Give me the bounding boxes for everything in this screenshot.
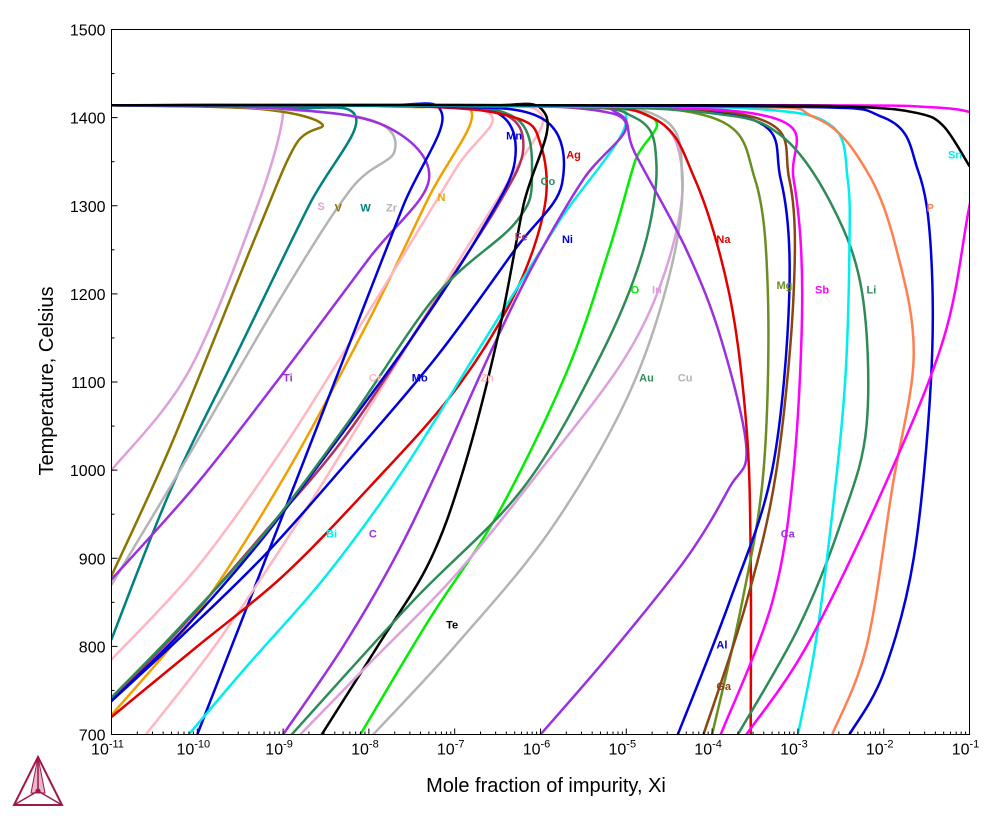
y-axis: 700 800 900 1000 1100 1200 1300 1400 1500: [70, 23, 118, 745]
series-label-cr: Cr: [369, 373, 382, 385]
series-label-p: P: [927, 203, 934, 215]
series-line-ni: [111, 103, 566, 703]
x-tick-label: 10-10: [176, 739, 210, 759]
series-label-fe: Fe: [515, 232, 528, 244]
x-axis: 10-11 10-10 10-9 10-8 10-7 10-6 10-5 10-4 10-3 10…: [91, 728, 980, 759]
series-label-c: C: [369, 529, 377, 541]
thermo-calc-logo: [12, 754, 64, 806]
series-line-sb: [111, 103, 804, 735]
x-tick-label: 10-11: [91, 739, 124, 759]
y-tick-label: 800: [79, 639, 106, 656]
series-label-na: Na: [716, 234, 731, 246]
curve-labels: S V W Zr N Ti Cr Mo Zn Fe Mn Co Ag Ni Bi C Te O In Au Cu Ca Na…: [283, 130, 962, 693]
series-line-zr: [111, 104, 397, 586]
curves-layer: [111, 102, 970, 735]
x-tick-label: 10-2: [866, 739, 894, 759]
series-label-mg: Mg: [776, 280, 792, 292]
series-line-b: [111, 103, 970, 735]
series-line-v: [111, 104, 325, 578]
series-line-fe: [111, 104, 525, 701]
y-tick-label: 1100: [71, 375, 106, 392]
series-line-bi: [111, 103, 628, 735]
series-line-al: [111, 103, 791, 735]
y-axis-title: Temperature, Celsius: [36, 287, 58, 476]
series-line-ga: [111, 103, 797, 735]
series-line-ag: [111, 103, 548, 719]
y-tick-label: 1500: [70, 23, 106, 40]
series-line-ge: [111, 103, 970, 168]
y-tick-label: 1300: [70, 199, 106, 216]
series-line-c: [111, 104, 628, 735]
series-label-mn: Mn: [506, 130, 522, 142]
series-line-in: [111, 103, 684, 735]
x-tick-label: 10-6: [523, 739, 551, 759]
series-label-o: O: [631, 284, 640, 296]
x-tick-label: 10-1: [952, 739, 980, 759]
x-tick-label: 10-4: [694, 739, 722, 759]
series-label-ca: Ca: [781, 529, 796, 541]
series-label-v: V: [335, 203, 343, 215]
series-label-in: In: [652, 284, 662, 296]
x-tick-label: 10-8: [351, 739, 379, 759]
series-line-cr: [111, 103, 495, 661]
series-label-au: Au: [639, 373, 654, 385]
series-label-al: Al: [716, 640, 727, 652]
series-label-ag: Ag: [566, 150, 581, 162]
series-label-cu: Cu: [678, 373, 693, 385]
series-label-ni: Ni: [562, 234, 573, 246]
series-line-s: [111, 103, 285, 472]
series-line-ti: [111, 104, 431, 581]
y-tick-label: 1000: [70, 463, 106, 480]
x-tick-label: 10-7: [437, 739, 465, 759]
series-label-te: Te: [446, 619, 458, 631]
y-tick-label: 900: [79, 551, 106, 568]
series-line-sn: [111, 104, 852, 735]
series-line-cu: [111, 103, 684, 735]
series-label-mo: Mo: [412, 373, 428, 385]
x-tick-label: 10-9: [265, 739, 293, 759]
series-label-bi: Bi: [326, 529, 337, 541]
y-tick-label: 700: [79, 728, 106, 745]
x-tick-label: 10-3: [780, 739, 808, 759]
series-line-li: [111, 104, 870, 735]
series-label-n: N: [438, 192, 446, 204]
series-label-ga: Ga: [716, 681, 732, 693]
series-label-zn: Zn: [480, 373, 494, 385]
series-line-n: [111, 103, 474, 717]
series-label-sb: Sb: [815, 284, 829, 296]
series-label-ti: Ti: [283, 373, 293, 385]
x-axis-title: Mole fraction of impurity, Xi: [426, 775, 666, 797]
x-tick-label: 10-5: [609, 739, 637, 759]
series-label-li: Li: [867, 284, 877, 296]
series-label-sn: Sn: [948, 150, 962, 162]
series-label-w: W: [360, 203, 371, 215]
series-label-s: S: [317, 201, 324, 213]
series-label-co: Co: [541, 176, 556, 188]
y-tick-label: 1400: [70, 111, 106, 128]
series-label-zr: Zr: [386, 203, 398, 215]
y-tick-label: 1200: [70, 287, 106, 304]
